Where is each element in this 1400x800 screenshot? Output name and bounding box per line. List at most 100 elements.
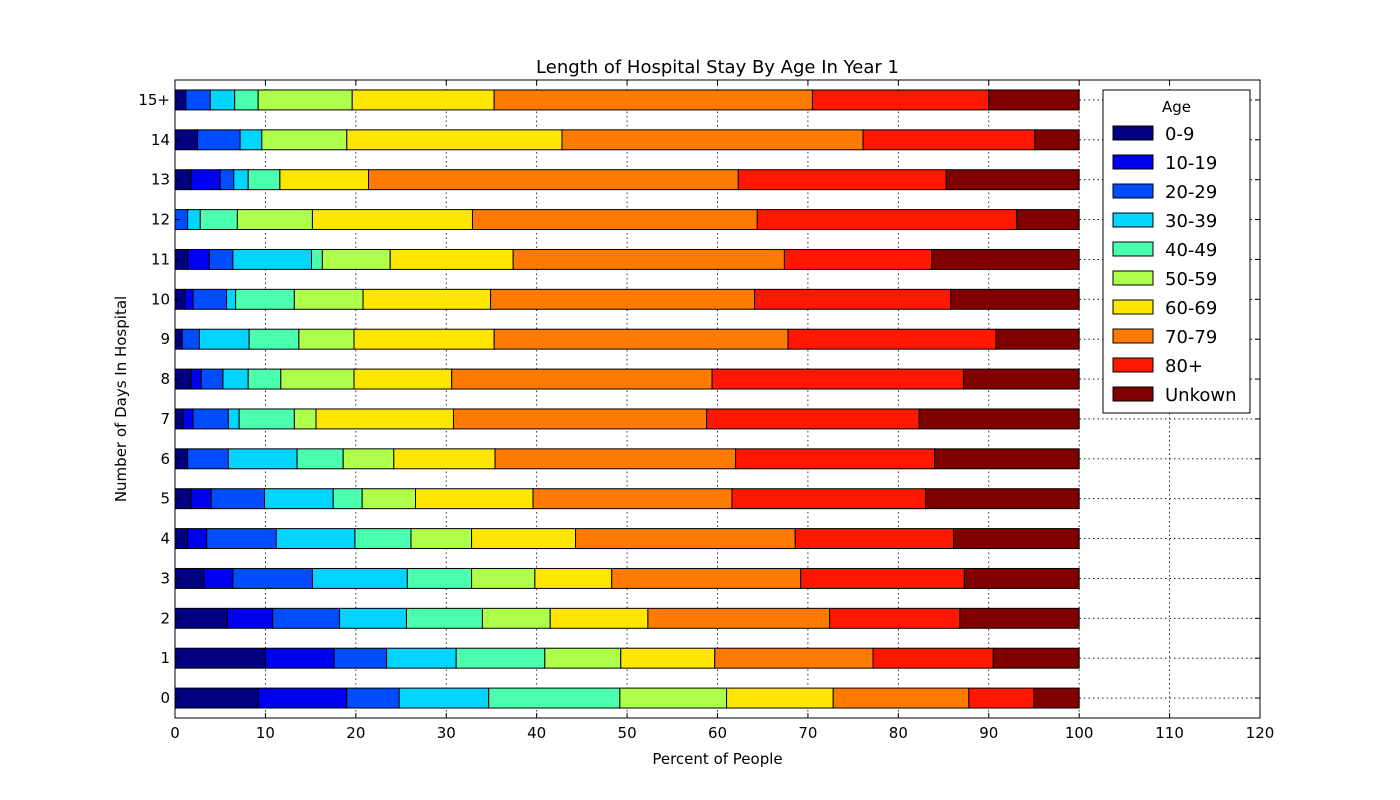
- chart-title: Length of Hospital Stay By Age In Year 1: [536, 57, 899, 78]
- legend-title: Age: [1162, 98, 1191, 116]
- bar-segment-30-39-day-2: [339, 607, 407, 629]
- bar-segment-30-39-day-15plus: [209, 89, 236, 111]
- legend-label-20-29: 20-29: [1165, 182, 1217, 203]
- bar-segment-50-59-day-7: [293, 408, 317, 430]
- legend-swatch-80-: [1112, 357, 1154, 373]
- legend-label-50-59: 50-59: [1165, 269, 1217, 290]
- bar-segment-60-69-day-11: [389, 248, 514, 270]
- bar-segment-10-19-day-1: [264, 647, 335, 669]
- bar-segment-50-59-day-6: [342, 448, 395, 470]
- bar-segment-60-69-day-13: [279, 169, 369, 191]
- bar-segment-80--day-4: [794, 528, 954, 550]
- bar-segment-10-19-day-13: [190, 169, 221, 191]
- bar-segment-70-79-day-12: [471, 209, 758, 231]
- x-tick-label: 30: [437, 724, 456, 742]
- x-tick-label: 0: [170, 724, 180, 742]
- bar-segment-60-69-day-4: [471, 528, 577, 550]
- bar-segment-40-49-day-2: [405, 607, 483, 629]
- bar-segment-40-49-day-5: [332, 488, 363, 510]
- bar-segment-unkown-day-0: [1033, 687, 1080, 709]
- bar-segment-30-39-day-4: [275, 528, 356, 550]
- bar-segment-60-69-day-9: [353, 328, 495, 350]
- bar-segment-10-19-day-5: [190, 488, 212, 510]
- bar-segment-unkown-day-5: [924, 488, 1080, 510]
- bars: [174, 89, 1080, 709]
- bar-segment-70-79-day-9: [493, 328, 789, 350]
- bar-segment-60-69-day-1: [620, 647, 716, 669]
- bar-segment-70-79-day-8: [451, 368, 713, 390]
- bar-segment-20-29-day-13: [219, 169, 235, 191]
- bar-segment-50-59-day-3: [471, 567, 536, 589]
- legend-swatch-50-59: [1112, 270, 1154, 286]
- bar-segment-70-79-day-3: [611, 567, 802, 589]
- bar-segment-20-29-day-15plus: [185, 89, 211, 111]
- bar-segment-10-19-day-7: [182, 408, 194, 430]
- bar-segment-40-49-day-0: [488, 687, 621, 709]
- bar-segment-60-69-day-8: [353, 368, 453, 390]
- bar-segment-20-29-day-1: [333, 647, 388, 669]
- bar-segment-30-39-day-5: [264, 488, 334, 510]
- bar-segment-60-69-day-10: [362, 288, 492, 310]
- bar-segment-60-69-day-2: [549, 607, 649, 629]
- bar-segment-30-39-day-11: [232, 248, 313, 270]
- x-tick-label: 70: [798, 724, 817, 742]
- y-tick-label: 5: [160, 490, 170, 508]
- bar-segment-80--day-11: [783, 248, 933, 270]
- bar-segment-unkown-day-1: [992, 647, 1080, 669]
- bar-segment-30-39-day-14: [239, 129, 263, 151]
- bar-segment-20-29-day-14: [197, 129, 241, 151]
- bar-segment-60-69-day-0: [726, 687, 834, 709]
- x-tick-label: 80: [889, 724, 908, 742]
- x-axis-label: Percent of People: [652, 750, 782, 768]
- legend-swatch-0-9: [1112, 125, 1154, 141]
- bar-segment-0-9-day-1: [174, 647, 266, 669]
- bar-segment-60-69-day-3: [534, 567, 613, 589]
- y-axis-label: Number of Days In Hospital: [112, 296, 130, 502]
- y-tick-label: 10: [151, 290, 170, 308]
- bar-segment-40-49-day-8: [247, 368, 282, 390]
- bar-segment-40-49-day-7: [238, 408, 295, 430]
- bar-segment-80--day-7: [706, 408, 920, 430]
- bar-segment-70-79-day-1: [714, 647, 874, 669]
- bar-segment-40-49-day-10: [235, 288, 295, 310]
- bar-segment-30-39-day-8: [222, 368, 249, 390]
- bar-segment-60-69-day-15plus: [351, 89, 495, 111]
- bar-segment-30-39-day-12: [187, 209, 201, 231]
- bar-segment-20-29-day-8: [200, 368, 224, 390]
- x-tick-label: 100: [1065, 724, 1094, 742]
- bar-segment-20-29-day-3: [232, 567, 313, 589]
- bar-segment-70-79-day-15plus: [493, 89, 813, 111]
- y-tick-label: 7: [160, 410, 170, 428]
- bar-segment-40-49-day-4: [354, 528, 412, 550]
- bar-segment-unkown-day-7: [918, 408, 1080, 430]
- bar-segment-30-39-day-3: [311, 567, 408, 589]
- bar-segment-70-79-day-14: [561, 129, 864, 151]
- bar-segment-unkown-day-2: [959, 607, 1080, 629]
- bar-segment-40-49-day-11: [311, 248, 323, 270]
- bar-segment-unkown-day-15plus: [988, 89, 1080, 111]
- bar-segment-70-79-day-11: [512, 248, 785, 270]
- bar-segment-30-39-day-10: [226, 288, 237, 310]
- bar-segment-80--day-1: [872, 647, 994, 669]
- bar-segment-10-19-day-10: [184, 288, 194, 310]
- y-tick-label: 4: [160, 530, 170, 548]
- ticks: [174, 80, 1261, 718]
- bar-segment-40-49-day-15plus: [234, 89, 259, 111]
- bar-segment-30-39-day-6: [227, 448, 298, 470]
- legend: Age 0-9 10-19 20-29 30-39 40-49 50-59 60-69 70-…: [1102, 89, 1251, 414]
- bar-segment-70-79-day-4: [575, 528, 796, 550]
- x-tick-label: 40: [527, 724, 546, 742]
- legend-swatch-40-49: [1112, 241, 1154, 257]
- bar-segment-10-19-day-0: [257, 687, 348, 709]
- bar-segment-60-69-day-12: [311, 209, 473, 231]
- bar-segment-70-79-day-5: [532, 488, 733, 510]
- bar-segment-80--day-0: [968, 687, 1035, 709]
- bar-segment-30-39-day-9: [198, 328, 250, 350]
- bar-segment-20-29-day-11: [208, 248, 234, 270]
- y-tick-label: 0: [160, 689, 170, 707]
- bar-segment-10-19-day-4: [187, 528, 208, 550]
- bar-segment-60-69-day-7: [315, 408, 454, 430]
- bar-segment-70-79-day-10: [490, 288, 756, 310]
- bar-segment-70-79-day-7: [452, 408, 708, 430]
